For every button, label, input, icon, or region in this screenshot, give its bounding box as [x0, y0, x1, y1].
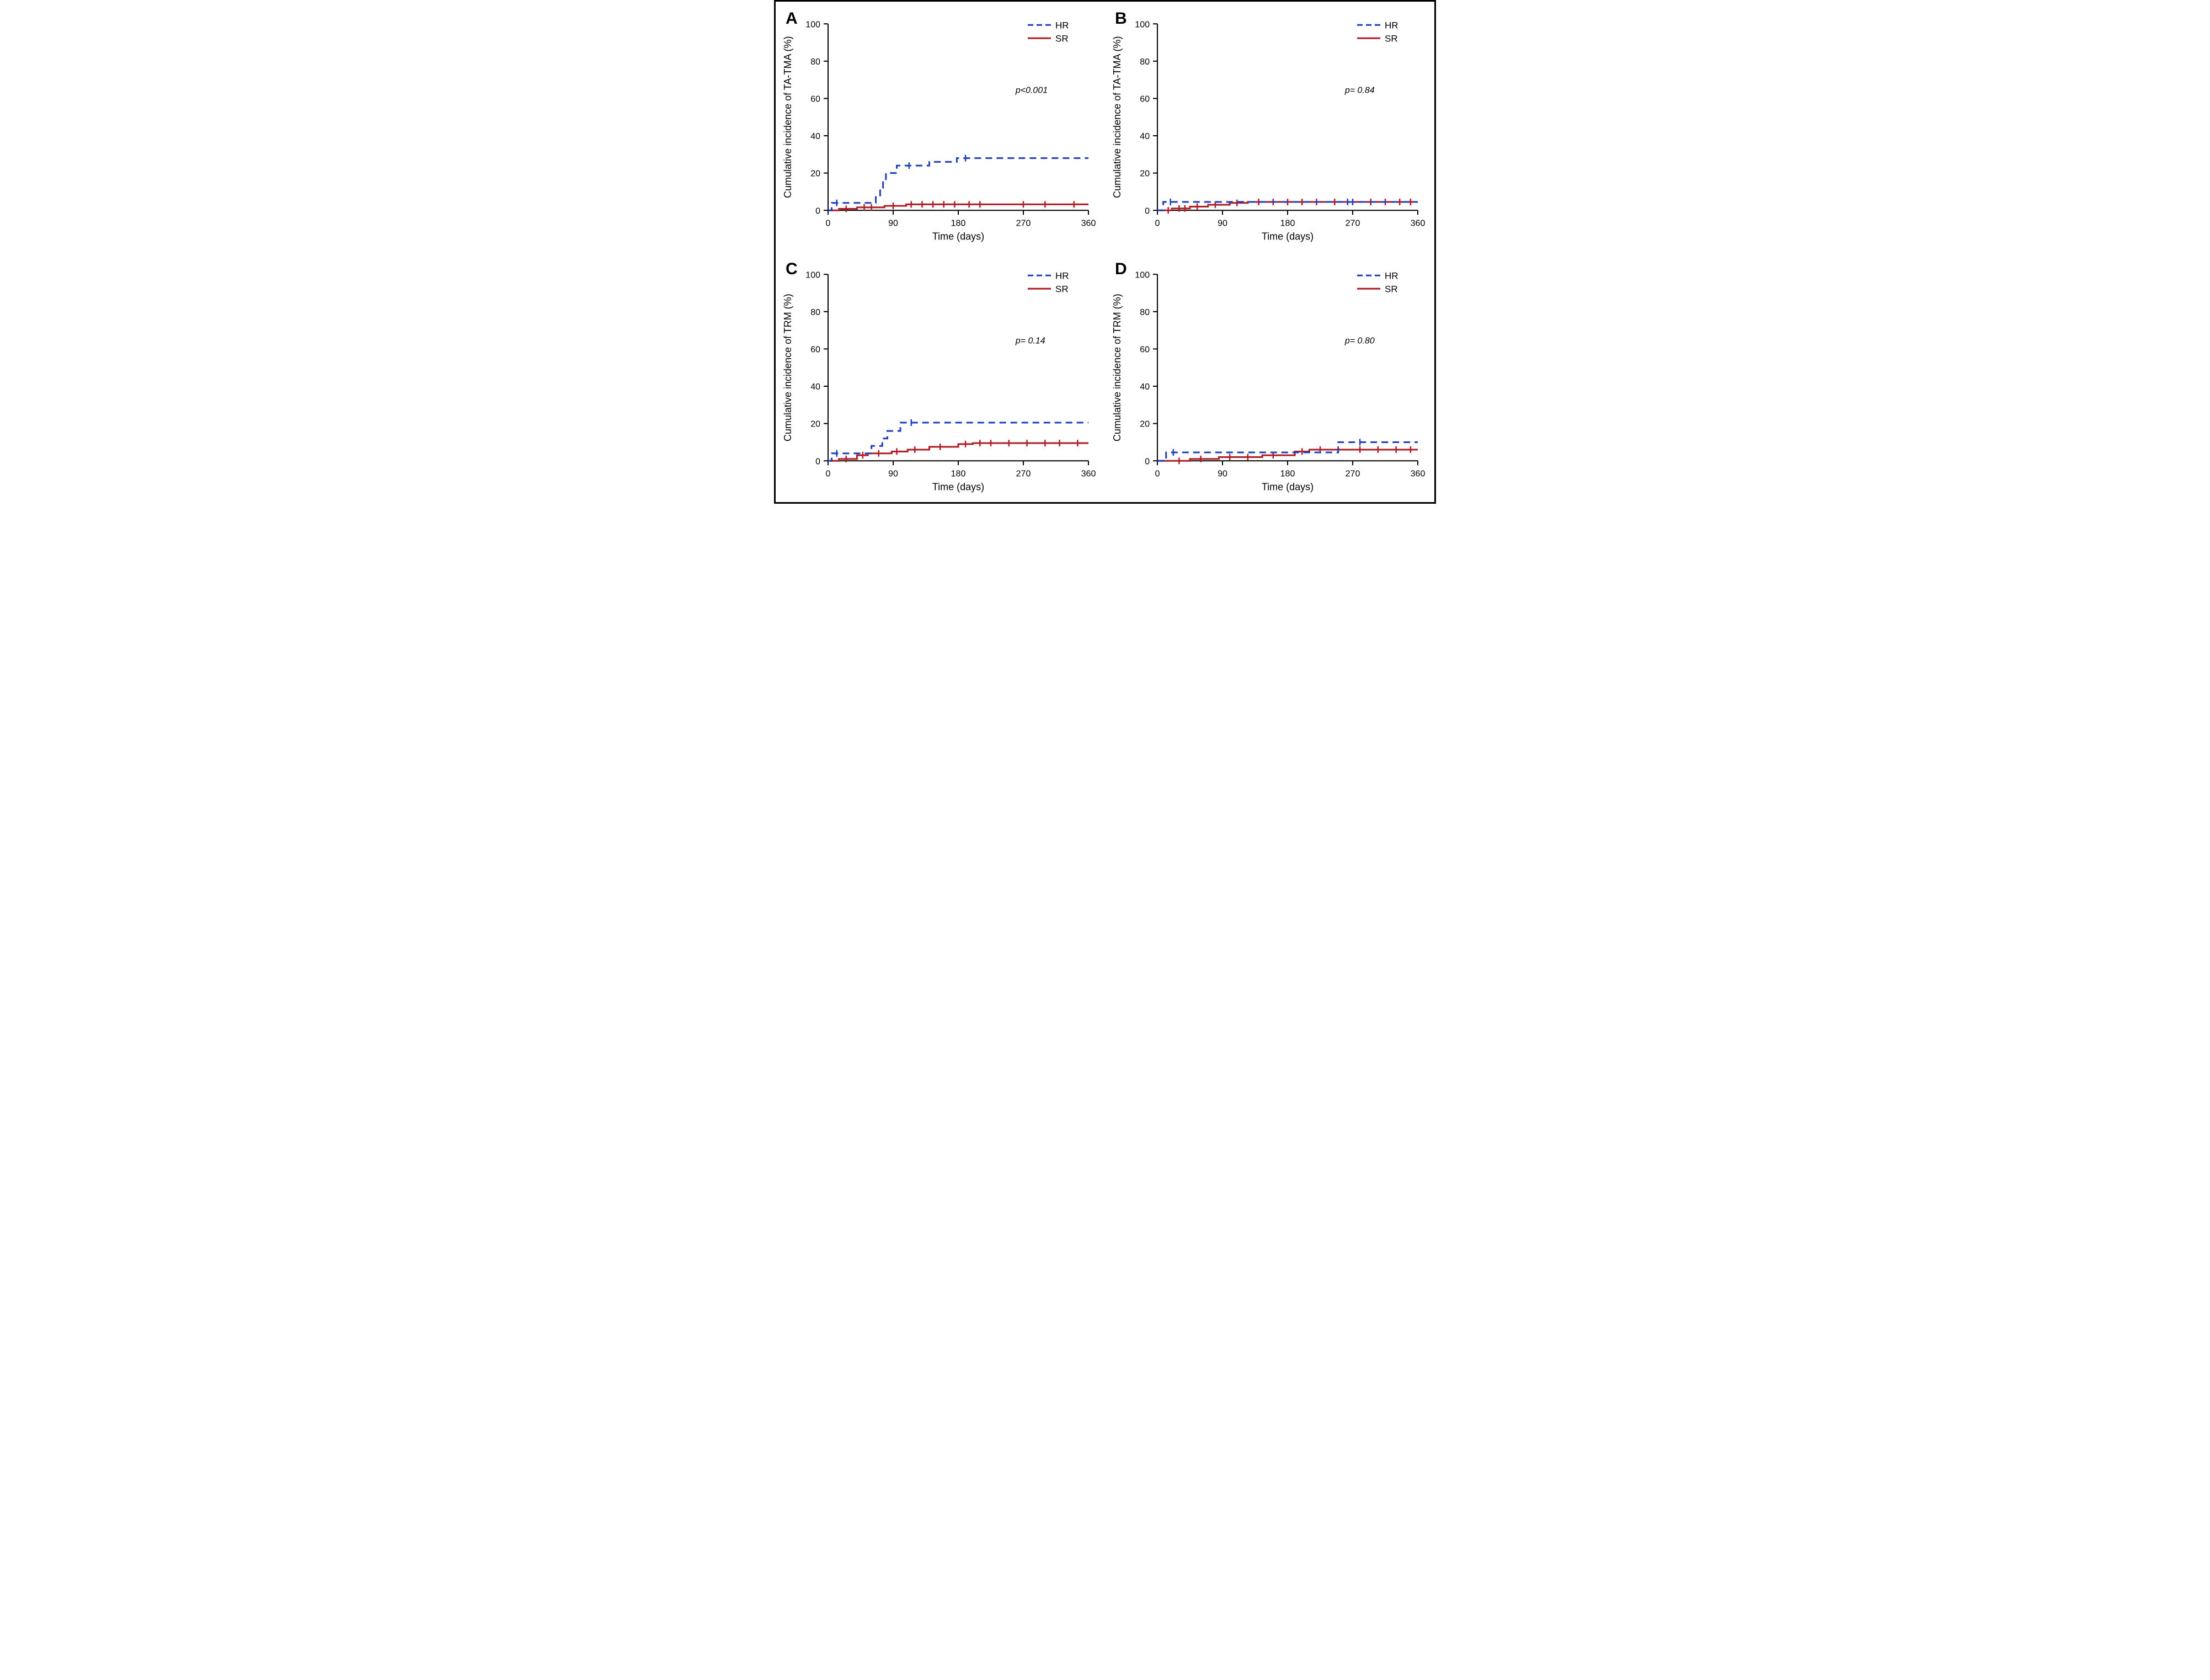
svg-text:SR: SR [1055, 284, 1069, 294]
svg-text:Time (days): Time (days) [1262, 481, 1314, 492]
svg-text:60: 60 [810, 94, 820, 104]
figure-grid: A 0 90 180 270 360 0 20 40 60 80 100 Time (days) Cum… [774, 0, 1436, 504]
svg-text:60: 60 [1140, 94, 1150, 104]
svg-text:180: 180 [1280, 218, 1295, 228]
svg-text:p= 0.14: p= 0.14 [1015, 336, 1045, 345]
svg-text:270: 270 [1016, 218, 1031, 228]
svg-text:90: 90 [1218, 218, 1227, 228]
svg-text:180: 180 [1280, 469, 1295, 478]
svg-text:Time (days): Time (days) [932, 231, 984, 242]
panel-B: B 0 90 180 270 360 0 20 40 60 80 100 Time (days) Cum… [1105, 2, 1434, 252]
svg-text:0: 0 [1145, 206, 1150, 216]
svg-text:40: 40 [1140, 132, 1150, 141]
chart-A: 0 90 180 270 360 0 20 40 60 80 100 Time (days) Cumul… [776, 2, 1105, 252]
svg-text:SR: SR [1385, 284, 1398, 294]
svg-text:360: 360 [1411, 218, 1426, 228]
svg-text:0: 0 [815, 206, 820, 216]
svg-text:40: 40 [810, 382, 820, 392]
svg-text:Cumulative incidence of TA-TMA: Cumulative incidence of TA-TMA (%) [1112, 36, 1123, 198]
svg-text:90: 90 [888, 218, 898, 228]
chart-C: 0 90 180 270 360 0 20 40 60 80 100 Time (days) Cumul… [776, 252, 1105, 503]
svg-text:100: 100 [805, 270, 820, 280]
svg-text:20: 20 [1140, 169, 1150, 179]
svg-text:HR: HR [1385, 270, 1398, 281]
svg-text:360: 360 [1081, 469, 1096, 478]
svg-text:270: 270 [1346, 218, 1360, 228]
svg-text:SR: SR [1055, 33, 1069, 44]
panel-A: A 0 90 180 270 360 0 20 40 60 80 100 Time (days) Cum… [776, 2, 1105, 252]
svg-text:80: 80 [810, 307, 820, 317]
panel-label-D: D [1115, 260, 1127, 279]
chart-B: 0 90 180 270 360 0 20 40 60 80 100 Time (days) Cumul… [1105, 2, 1434, 252]
panel-label-C: C [786, 260, 798, 279]
svg-text:270: 270 [1346, 469, 1360, 478]
panel-label-B: B [1115, 9, 1127, 28]
svg-text:360: 360 [1081, 218, 1096, 228]
svg-text:0: 0 [1145, 457, 1150, 466]
chart-D: 0 90 180 270 360 0 20 40 60 80 100 Time (days) Cumul… [1105, 252, 1434, 503]
svg-text:SR: SR [1385, 33, 1398, 44]
svg-text:90: 90 [888, 469, 898, 478]
svg-text:Cumulative incidence of TRM (%: Cumulative incidence of TRM (%) [782, 294, 793, 441]
svg-text:Time (days): Time (days) [932, 481, 984, 492]
svg-text:20: 20 [810, 419, 820, 429]
panel-D: D 0 90 180 270 360 0 20 40 60 80 100 Time (days) Cum… [1105, 252, 1434, 503]
svg-text:180: 180 [951, 469, 966, 478]
svg-text:80: 80 [1140, 57, 1150, 67]
svg-text:0: 0 [815, 457, 820, 466]
svg-text:HR: HR [1055, 270, 1069, 281]
svg-text:90: 90 [1218, 469, 1227, 478]
svg-text:Time (days): Time (days) [1262, 231, 1314, 242]
svg-text:p= 0.84: p= 0.84 [1344, 86, 1375, 95]
svg-text:80: 80 [1140, 307, 1150, 317]
svg-text:0: 0 [1155, 469, 1160, 478]
svg-text:180: 180 [951, 218, 966, 228]
svg-text:100: 100 [1135, 270, 1150, 280]
svg-text:20: 20 [810, 169, 820, 179]
svg-text:60: 60 [810, 345, 820, 354]
svg-text:40: 40 [1140, 382, 1150, 392]
svg-text:HR: HR [1385, 20, 1398, 30]
svg-text:HR: HR [1055, 20, 1069, 30]
svg-text:Cumulative incidence of TA-TMA: Cumulative incidence of TA-TMA (%) [782, 36, 793, 198]
svg-text:100: 100 [805, 20, 820, 29]
svg-text:p= 0.80: p= 0.80 [1344, 336, 1375, 345]
panel-label-A: A [786, 9, 798, 28]
svg-text:p<0.001: p<0.001 [1015, 86, 1048, 95]
svg-text:0: 0 [826, 218, 831, 228]
svg-text:20: 20 [1140, 419, 1150, 429]
svg-text:0: 0 [826, 469, 831, 478]
svg-text:Cumulative incidence of TRM (%: Cumulative incidence of TRM (%) [1112, 294, 1123, 441]
svg-text:270: 270 [1016, 469, 1031, 478]
panel-C: C 0 90 180 270 360 0 20 40 60 80 100 Time (days) Cum… [776, 252, 1105, 503]
svg-text:0: 0 [1155, 218, 1160, 228]
svg-text:60: 60 [1140, 345, 1150, 354]
svg-text:40: 40 [810, 132, 820, 141]
svg-text:100: 100 [1135, 20, 1150, 29]
svg-text:80: 80 [810, 57, 820, 67]
svg-text:360: 360 [1411, 469, 1426, 478]
